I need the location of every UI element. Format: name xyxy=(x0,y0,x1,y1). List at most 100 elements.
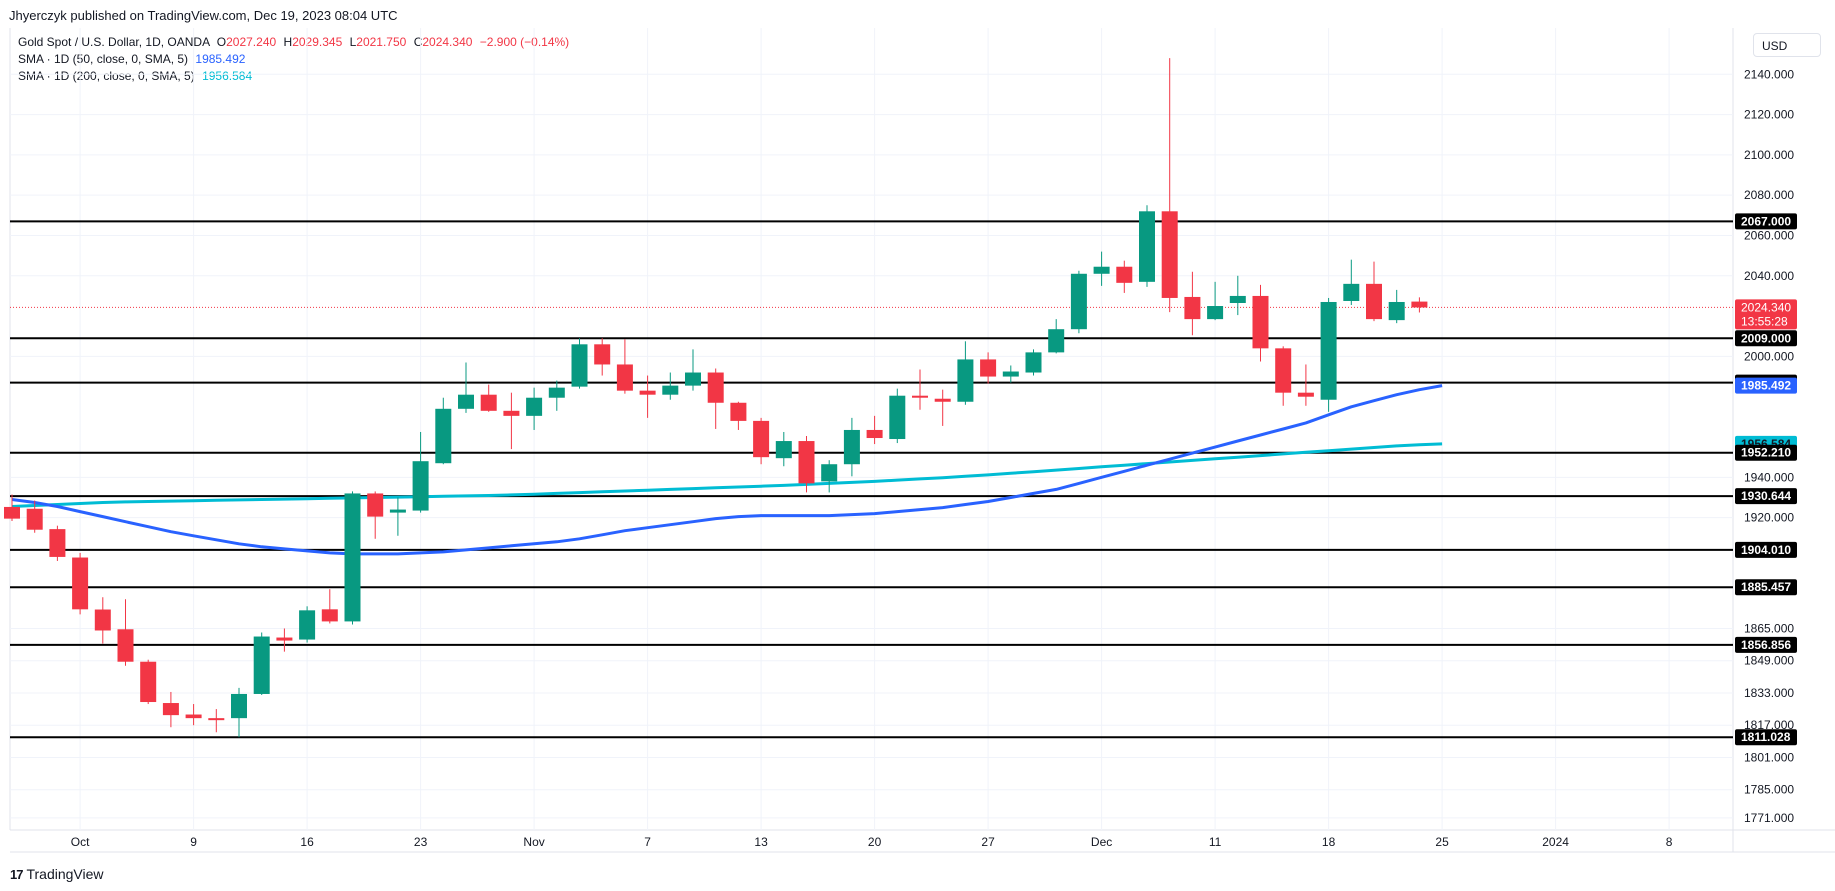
candle-body[interactable] xyxy=(753,420,770,458)
legend-change-value: −2.900 (−0.14%) xyxy=(479,35,570,49)
legend-symbol-row[interactable]: Gold Spot / U.S. Dollar, 1D, OANDA O2027… xyxy=(18,34,569,51)
tradingview-logo[interactable]: 17 TradingView xyxy=(10,866,104,882)
y-tick-label: 1940.000 xyxy=(1744,470,1794,484)
candle-body[interactable] xyxy=(94,609,111,631)
legend-close-label: C xyxy=(413,35,423,49)
candle-body[interactable] xyxy=(980,359,997,377)
candle-body[interactable] xyxy=(616,364,633,391)
candle-body[interactable] xyxy=(1070,273,1087,330)
y-tick-label: 2120.000 xyxy=(1744,108,1794,122)
candle-body[interactable] xyxy=(1275,348,1292,393)
candle-body[interactable] xyxy=(798,441,815,484)
legend-low-label: L xyxy=(349,35,357,49)
candle-body[interactable] xyxy=(1002,371,1019,377)
candle-body[interactable] xyxy=(1320,301,1337,400)
candle-body[interactable] xyxy=(299,610,316,640)
y-tick-label: 1833.000 xyxy=(1744,686,1794,700)
candle-body[interactable] xyxy=(162,703,179,716)
candle-body[interactable] xyxy=(843,429,860,465)
sma50-line[interactable] xyxy=(11,384,1443,556)
candle-body[interactable] xyxy=(276,637,293,641)
candle-body[interactable] xyxy=(72,557,89,610)
candle-body[interactable] xyxy=(1252,295,1269,349)
candle-body[interactable] xyxy=(435,408,452,464)
legend-symbol[interactable]: Gold Spot / U.S. Dollar, 1D, OANDA xyxy=(18,35,210,49)
candle-body[interactable] xyxy=(208,718,225,721)
legend-low-value: 2021.750 xyxy=(356,35,407,49)
candle-body[interactable] xyxy=(1297,392,1314,397)
level-price-tag xyxy=(1735,330,1797,347)
y-tick-label: 1785.000 xyxy=(1744,783,1794,797)
candle-body[interactable] xyxy=(821,464,838,482)
candle-body[interactable] xyxy=(934,398,951,402)
legend-sma200-label[interactable]: SMA · 1D (200, close, 0, SMA, 5) xyxy=(18,69,195,83)
candle-body[interactable] xyxy=(957,359,974,402)
candle-body[interactable] xyxy=(1229,295,1246,303)
legend-close-value: 2024.340 xyxy=(422,35,473,49)
candle-body[interactable] xyxy=(140,661,157,703)
tradingview-logo-text: TradingView xyxy=(26,866,104,882)
candle-body[interactable] xyxy=(662,385,679,395)
candle-body[interactable] xyxy=(1388,301,1405,321)
candle-body[interactable] xyxy=(571,344,588,387)
x-tick-label: Dec xyxy=(1091,835,1112,849)
candle-body[interactable] xyxy=(412,461,429,511)
candle-body[interactable] xyxy=(4,506,20,519)
legend-sma50-row[interactable]: SMA · 1D (50, close, 0, SMA, 5) 1985.492 xyxy=(18,51,569,68)
x-tick-label: 7 xyxy=(644,835,651,849)
candle-body[interactable] xyxy=(912,395,928,398)
candle-body[interactable] xyxy=(117,629,134,662)
candle-body[interactable] xyxy=(707,372,724,403)
candle-body[interactable] xyxy=(1366,283,1382,320)
last-price-tag xyxy=(1735,299,1797,330)
level-price-tag xyxy=(1735,213,1797,230)
candle-body[interactable] xyxy=(1116,266,1133,283)
candle-body[interactable] xyxy=(321,609,338,622)
candle-body[interactable] xyxy=(231,693,247,719)
candle-body[interactable] xyxy=(367,493,384,517)
candle-body[interactable] xyxy=(26,508,43,530)
candle-body[interactable] xyxy=(503,410,520,416)
candle-body[interactable] xyxy=(526,397,543,416)
y-tick-label: 2040.000 xyxy=(1744,269,1794,283)
currency-selector[interactable]: USD xyxy=(1753,33,1821,57)
candle-body[interactable] xyxy=(1161,211,1178,298)
legend-open-label: O xyxy=(216,35,227,49)
x-tick-label: 16 xyxy=(300,835,314,849)
candle-body[interactable] xyxy=(185,714,202,719)
candle-body[interactable] xyxy=(1139,211,1155,282)
x-tick-label: 20 xyxy=(868,835,882,849)
candle-body[interactable] xyxy=(889,395,906,440)
candle-body[interactable] xyxy=(685,372,701,386)
last-price-countdown: 13:55:28 xyxy=(1741,314,1788,328)
level-price-tag-label: 1930.644 xyxy=(1741,489,1791,503)
candle-body[interactable] xyxy=(1093,266,1110,274)
candle-body[interactable] xyxy=(344,493,361,622)
x-tick-label: 8 xyxy=(1666,835,1673,849)
candle-body[interactable] xyxy=(1048,329,1065,353)
candle-body[interactable] xyxy=(594,344,611,365)
candle-body[interactable] xyxy=(1025,352,1042,373)
candle-body[interactable] xyxy=(548,387,565,398)
candle-body[interactable] xyxy=(253,636,270,694)
candle-body[interactable] xyxy=(1411,301,1428,308)
candle-body[interactable] xyxy=(866,429,883,439)
candle-body[interactable] xyxy=(639,390,656,395)
legend-sma200-row[interactable]: SMA · 1D (200, close, 0, SMA, 5) 1956.58… xyxy=(18,68,569,85)
sma50-price-tag-label: 1985.492 xyxy=(1741,379,1791,393)
candle-body[interactable] xyxy=(1207,306,1224,320)
candle-body[interactable] xyxy=(49,529,66,557)
legend-sma50-label[interactable]: SMA · 1D (50, close, 0, SMA, 5) xyxy=(18,52,189,66)
last-price-tag-label: 2024.340 xyxy=(1741,300,1791,314)
candle-body[interactable] xyxy=(458,394,474,409)
candle-body[interactable] xyxy=(480,394,497,411)
sma200-line[interactable] xyxy=(11,442,1443,508)
level-price-tag-label: 1811.028 xyxy=(1741,730,1791,744)
y-tick-label: 2100.000 xyxy=(1744,148,1794,162)
candle-body[interactable] xyxy=(1184,296,1201,320)
candle-body[interactable] xyxy=(1343,283,1360,301)
candle-body[interactable] xyxy=(730,402,747,421)
candle-body[interactable] xyxy=(389,509,406,513)
candle-body[interactable] xyxy=(775,441,792,459)
